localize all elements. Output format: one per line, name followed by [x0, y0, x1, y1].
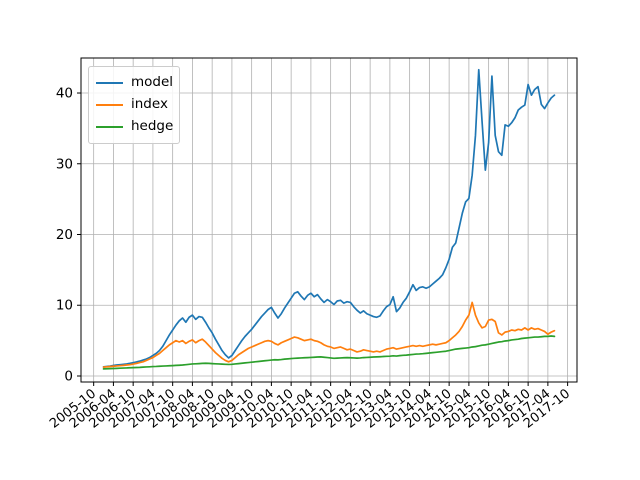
legend-line-hedge-swatch: [96, 126, 123, 128]
legend[interactable]: model index hedge: [88, 66, 180, 144]
legend-label-hedge: hedge: [131, 118, 174, 135]
legend-label-index: index: [131, 96, 168, 113]
series-line-hedge: [102, 335, 556, 370]
legend-item-index: index: [96, 94, 171, 116]
y-tick-label: 40: [56, 86, 73, 102]
legend-item-hedge: hedge: [96, 116, 174, 138]
series-line-index: [102, 301, 556, 368]
y-tick-label: 20: [56, 227, 73, 243]
legend-line-index-swatch: [96, 104, 123, 106]
y-tick-label: 10: [56, 298, 73, 314]
series-line-model: [102, 68, 556, 368]
legend-label-model: model: [131, 74, 174, 91]
plot-border: [80, 57, 578, 383]
y-tick-label: 0: [64, 368, 73, 384]
legend-line-model-swatch: [96, 82, 123, 84]
legend-item-model: model: [96, 72, 174, 94]
y-tick-label: 30: [56, 156, 73, 172]
